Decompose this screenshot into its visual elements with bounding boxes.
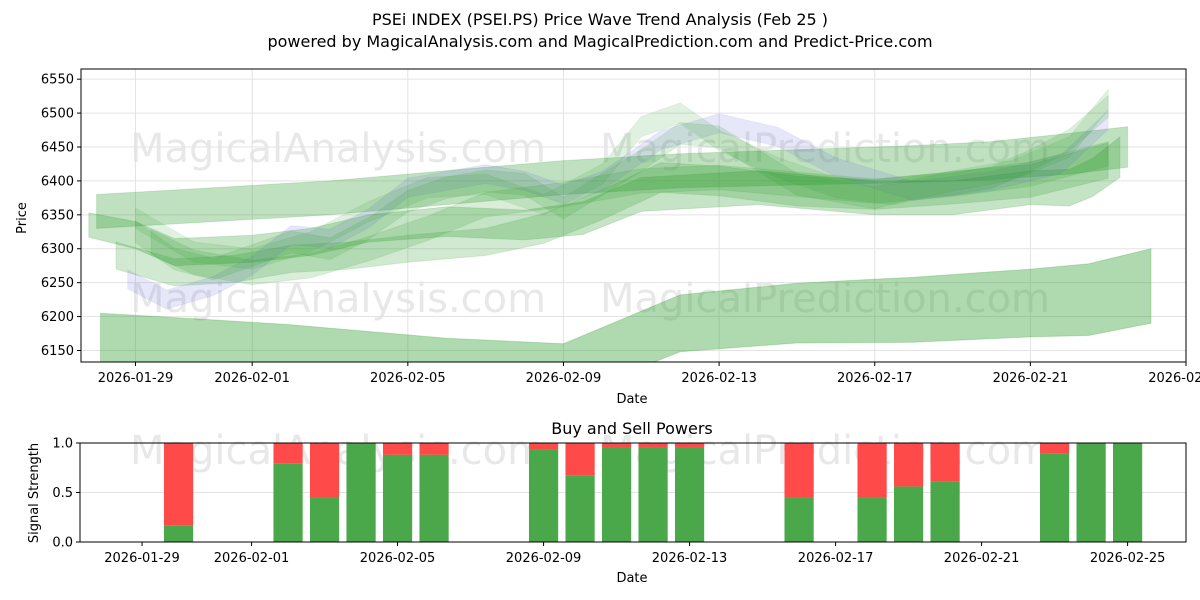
buy-power-bar-1 (273, 463, 303, 542)
signal-x-tick-label-2: 2026-02-05 (360, 551, 436, 566)
price-x-tick-label-0: 2026-01-29 (98, 371, 174, 386)
price-y-tick-label-8: 6550 (41, 73, 74, 88)
main-title-line2: powered by MagicalAnalysis.com and Magic… (267, 32, 932, 51)
price-band-wave-low (100, 248, 1152, 362)
signal-x-tick-label-4: 2026-02-13 (652, 551, 728, 566)
price-watermarks: MagicalAnalysis.com MagicalPrediction.co… (130, 126, 1050, 322)
price-y-tick-label-4: 6350 (41, 208, 74, 223)
signal-x-tick-label-1: 2026-02-01 (214, 551, 290, 566)
buy-power-bar-16 (1076, 443, 1106, 542)
signal-y-tick-label-1: 0.5 (52, 486, 73, 501)
buy-power-bar-5 (419, 454, 449, 542)
sell-power-bar-2 (309, 443, 340, 498)
price-band-wave-blue (127, 109, 1109, 310)
price-band-wave-mid-c (115, 142, 1109, 287)
sell-power-bar-11 (784, 443, 814, 498)
signal-x-tick-label-7: 2026-02-25 (1090, 551, 1166, 566)
signal-y-tick-label-0: 0.0 (52, 536, 73, 551)
price-y-tick-label-0: 6150 (41, 344, 74, 359)
price-y-tick-label-5: 6400 (41, 174, 74, 189)
main-title-line1: PSEi INDEX (PSEI.PS) Price Wave Trend An… (372, 10, 828, 29)
buy-power-bar-12 (857, 497, 887, 542)
sell-power-bar-7 (565, 443, 595, 476)
price-axes-frame (80, 68, 1187, 363)
price-band-wave-mid-a (88, 135, 1121, 267)
price-x-tick-label-2: 2026-02-05 (370, 371, 446, 386)
signal-y-axis-label: Signal Strength (27, 443, 42, 543)
signal-chart-title: Buy and Sell Powers (551, 419, 713, 438)
sell-power-bar-15 (1039, 443, 1070, 454)
price-band-wave-light-2 (135, 87, 1109, 270)
sell-power-bar-5 (419, 443, 449, 455)
price-x-tick-label-6: 2026-02-21 (993, 371, 1069, 386)
price-band-wave-mid-b (96, 126, 1129, 229)
watermark-magical-analysis-2: MagicalAnalysis.com (130, 276, 546, 322)
price-x-axis-label: Date (616, 392, 647, 407)
watermark-magical-prediction-2: MagicalPrediction.com (600, 276, 1050, 322)
price-grid (81, 69, 1187, 362)
price-y-tick-label-1: 6200 (41, 310, 74, 325)
price-axes: 6150 6200 6250 6300 6350 6400 6450 6500 6550 2026… (41, 68, 1200, 386)
sell-power-bar-8 (601, 443, 632, 448)
price-y-tick-label-3: 6300 (41, 242, 74, 257)
buy-power-bar-14 (930, 481, 960, 542)
signal-x-tick-label-3: 2026-02-09 (506, 551, 582, 566)
price-x-tick-label-5: 2026-02-17 (837, 371, 913, 386)
price-band-wave-light-1 (135, 94, 1109, 281)
sell-power-bar-13 (893, 443, 924, 487)
buy-power-bar-15 (1039, 453, 1070, 542)
buy-power-bar-3 (346, 443, 376, 542)
sell-power-bar-10 (674, 443, 705, 448)
signal-x-tick-label-0: 2026-01-29 (104, 551, 180, 566)
buy-power-bar-6 (528, 449, 559, 542)
sell-power-bar-4 (382, 443, 413, 455)
watermark-magical-analysis-1: MagicalAnalysis.com (130, 126, 546, 172)
buy-power-bar-9 (638, 447, 668, 542)
signal-bars (163, 443, 1143, 542)
price-x-tick-label-7: 2026-02-25 (1148, 371, 1200, 386)
buy-power-bar-0 (163, 525, 194, 542)
buy-power-bar-10 (674, 447, 705, 542)
sell-power-bar-9 (638, 443, 668, 448)
buy-power-bar-11 (784, 497, 814, 542)
signal-x-axis-label: Date (616, 571, 647, 586)
buy-power-bar-13 (893, 486, 924, 542)
price-y-axis-label: Price (15, 202, 30, 234)
signal-x-tick-label-6: 2026-02-21 (944, 551, 1020, 566)
price-waves (88, 87, 1152, 362)
sell-power-bar-0 (163, 443, 194, 526)
sell-power-bar-14 (930, 443, 960, 482)
watermark-magical-prediction-1: MagicalPrediction.com (600, 126, 1050, 172)
price-y-tick-label-7: 6500 (41, 107, 74, 122)
buy-power-bar-7 (565, 475, 595, 542)
buy-power-bar-17 (1112, 443, 1143, 542)
price-x-tick-label-3: 2026-02-09 (526, 371, 602, 386)
sell-power-bar-12 (857, 443, 887, 498)
sell-power-bar-1 (273, 443, 303, 464)
price-y-tick-label-6: 6450 (41, 140, 74, 155)
buy-power-bar-2 (309, 497, 340, 542)
price-x-tick-label-1: 2026-02-01 (214, 371, 290, 386)
signal-y-tick-label-2: 1.0 (52, 437, 73, 452)
sell-power-bar-6 (528, 443, 559, 450)
price-y-tick-label-2: 6250 (41, 276, 74, 291)
price-band-wave-light-3 (150, 140, 1109, 286)
signal-x-tick-label-5: 2026-02-17 (798, 551, 874, 566)
price-x-tick-label-4: 2026-02-13 (681, 371, 757, 386)
buy-power-bar-4 (382, 454, 413, 542)
buy-power-bar-8 (601, 447, 632, 542)
signal-axes: 0.0 0.5 1.0 2026-01-29 2026-02-01 2026-02-05 2… (52, 437, 1187, 566)
